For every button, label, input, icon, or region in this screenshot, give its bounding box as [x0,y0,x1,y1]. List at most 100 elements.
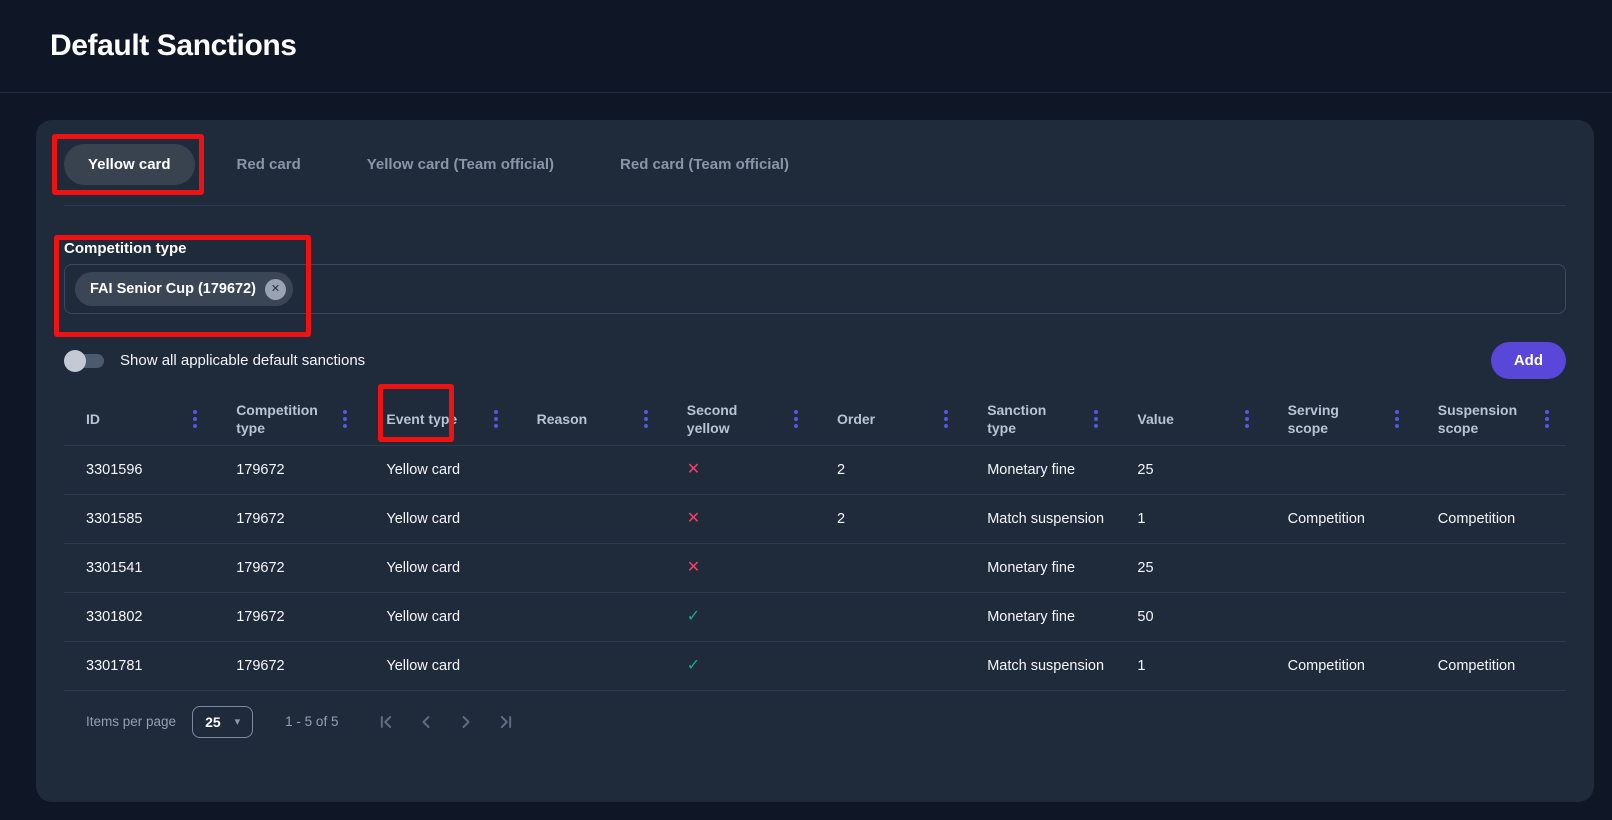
table-row[interactable]: 3301596 179672 Yellow card ✕ 2 Monetary fine 2… [64,445,1566,494]
tab-red-card[interactable]: Red card [213,144,325,185]
column-menu-icon[interactable] [941,407,951,431]
items-per-page-label: Items per page [86,714,177,729]
cell-reason [515,446,665,494]
cell-sanction_type: Monetary fine [987,462,1076,478]
toggle-label: Show all applicable default sanctions [120,352,366,369]
chevron-down-icon: ▾ [234,716,241,728]
column-menu-icon[interactable] [791,407,801,431]
column-menu-icon[interactable] [340,407,350,431]
column-header-event_type: Event type [364,384,514,445]
cross-icon: ✕ [686,461,701,478]
chevron-left-icon [422,715,430,728]
cell-second_yellow: ✕ [665,495,815,543]
check-icon: ✓ [686,608,701,625]
table-row[interactable]: 3301802 179672 Yellow card ✓ Monetary fine 50 [64,592,1566,641]
column-label: Serving scope [1287,401,1339,436]
column-menu-icon[interactable] [1392,407,1402,431]
cell-reason [515,544,665,592]
cell-competition_type: 179672 [236,462,285,478]
cell-competition_type: 179672 [236,609,285,625]
content-card: Yellow card Red card Yellow card (Team off… [36,120,1594,802]
column-header-order: Order [815,393,965,445]
cell-event_type: Yellow card [386,560,461,576]
column-header-serving_scope: Serving scope [1266,393,1416,445]
table-row[interactable]: 3301585 179672 Yellow card ✕ 2 Match suspensi… [64,494,1566,543]
table-body: 3301596 179672 Yellow card ✕ 2 Monetary fine 2… [64,445,1566,690]
column-menu-icon[interactable] [190,407,200,431]
column-menu-icon[interactable] [491,407,501,431]
cell-serving_scope: Competition [1287,511,1365,527]
cell-competition_type: 179672 [236,658,285,674]
competition-type-label: Competition type [64,240,187,257]
cell-id: 3301781 [86,658,143,674]
toolbar: Show all applicable default sanctions Ad… [64,342,1566,379]
column-header-value: Value [1115,393,1265,445]
column-label: Competition type [236,401,318,436]
next-page-button[interactable] [452,708,480,736]
cell-serving_scope [1266,593,1416,641]
tab-red-card-team-official[interactable]: Red card (Team official) [596,144,813,185]
cell-competition_type: 179672 [236,511,285,527]
toggle-switch-icon[interactable] [64,349,106,372]
selected-competition-chip[interactable]: FAI Senior Cup (179672) ✕ [75,272,293,306]
cell-serving_scope: Competition [1287,658,1365,674]
tab-label: Red card (Team official) [620,156,789,173]
column-label: Second yellow [686,401,738,436]
cell-serving_scope [1266,446,1416,494]
tab-yellow-card-team-official[interactable]: Yellow card (Team official) [343,144,578,185]
cross-icon: ✕ [686,510,701,527]
competition-type-select[interactable]: FAI Senior Cup (179672) ✕ [64,264,1566,314]
page-range-label: 1 - 5 of 5 [285,714,339,729]
check-icon: ✓ [686,657,701,674]
column-header-id: ID [64,393,214,445]
cell-value: 1 [1137,658,1146,674]
tab-label: Red card [236,156,301,173]
add-button[interactable]: Add [1490,342,1566,379]
column-header-second_yellow: Second yellow [665,393,815,445]
cell-suspension_scope [1416,544,1566,592]
column-menu-icon[interactable] [1091,407,1101,431]
column-label: Event type [386,410,458,427]
page-header: Default Sanctions [0,0,1612,93]
competition-type-filter: Competition type FAI Senior Cup (179672)… [54,235,1566,337]
column-header-sanction_type: Sanction type [965,393,1115,445]
cell-id: 3301541 [86,560,143,576]
column-label: Order [836,410,876,427]
cell-order [815,593,965,641]
cell-order: 2 [836,462,846,478]
cell-second_yellow: ✓ [665,642,815,690]
column-menu-icon[interactable] [1242,407,1252,431]
cell-suspension_scope: Competition [1437,658,1516,674]
table-row[interactable]: 3301541 179672 Yellow card ✕ Monetary fine 25 [64,543,1566,592]
tab-label: Yellow card [88,156,171,173]
pager-nav [372,708,520,736]
page-title: Default Sanctions [50,29,297,62]
tab-yellow-card[interactable]: Yellow card [52,134,204,195]
last-page-button[interactable] [492,708,520,736]
last-page-icon [501,715,512,728]
cell-competition_type: 179672 [236,560,285,576]
column-menu-icon[interactable] [641,407,651,431]
cell-event_type: Yellow card [386,609,461,625]
column-label: Sanction type [987,401,1047,436]
cell-order [815,642,965,690]
cell-reason [515,495,665,543]
cell-id: 3301585 [86,511,143,527]
items-per-page-value: 25 [205,713,221,730]
column-label: Value [1137,410,1174,427]
items-per-page-select[interactable]: 25 ▾ [192,705,254,738]
show-all-toggle[interactable]: Show all applicable default sanctions [64,349,366,372]
table-header-row: ID Competition type Event type Reason Second… [64,384,1566,445]
chip-remove-icon[interactable]: ✕ [265,278,286,300]
previous-page-button[interactable] [412,708,440,736]
cell-reason [515,593,665,641]
first-page-button[interactable] [372,708,400,736]
chevron-right-icon [462,715,470,728]
column-menu-icon[interactable] [1542,407,1552,431]
table-row[interactable]: 3301781 179672 Yellow card ✓ Match suspensio… [64,641,1566,690]
cell-sanction_type: Match suspension [987,658,1105,674]
cell-value: 50 [1137,609,1154,625]
cell-second_yellow: ✕ [665,544,815,592]
cell-event_type: Yellow card [386,511,461,527]
cell-second_yellow: ✓ [665,593,815,641]
